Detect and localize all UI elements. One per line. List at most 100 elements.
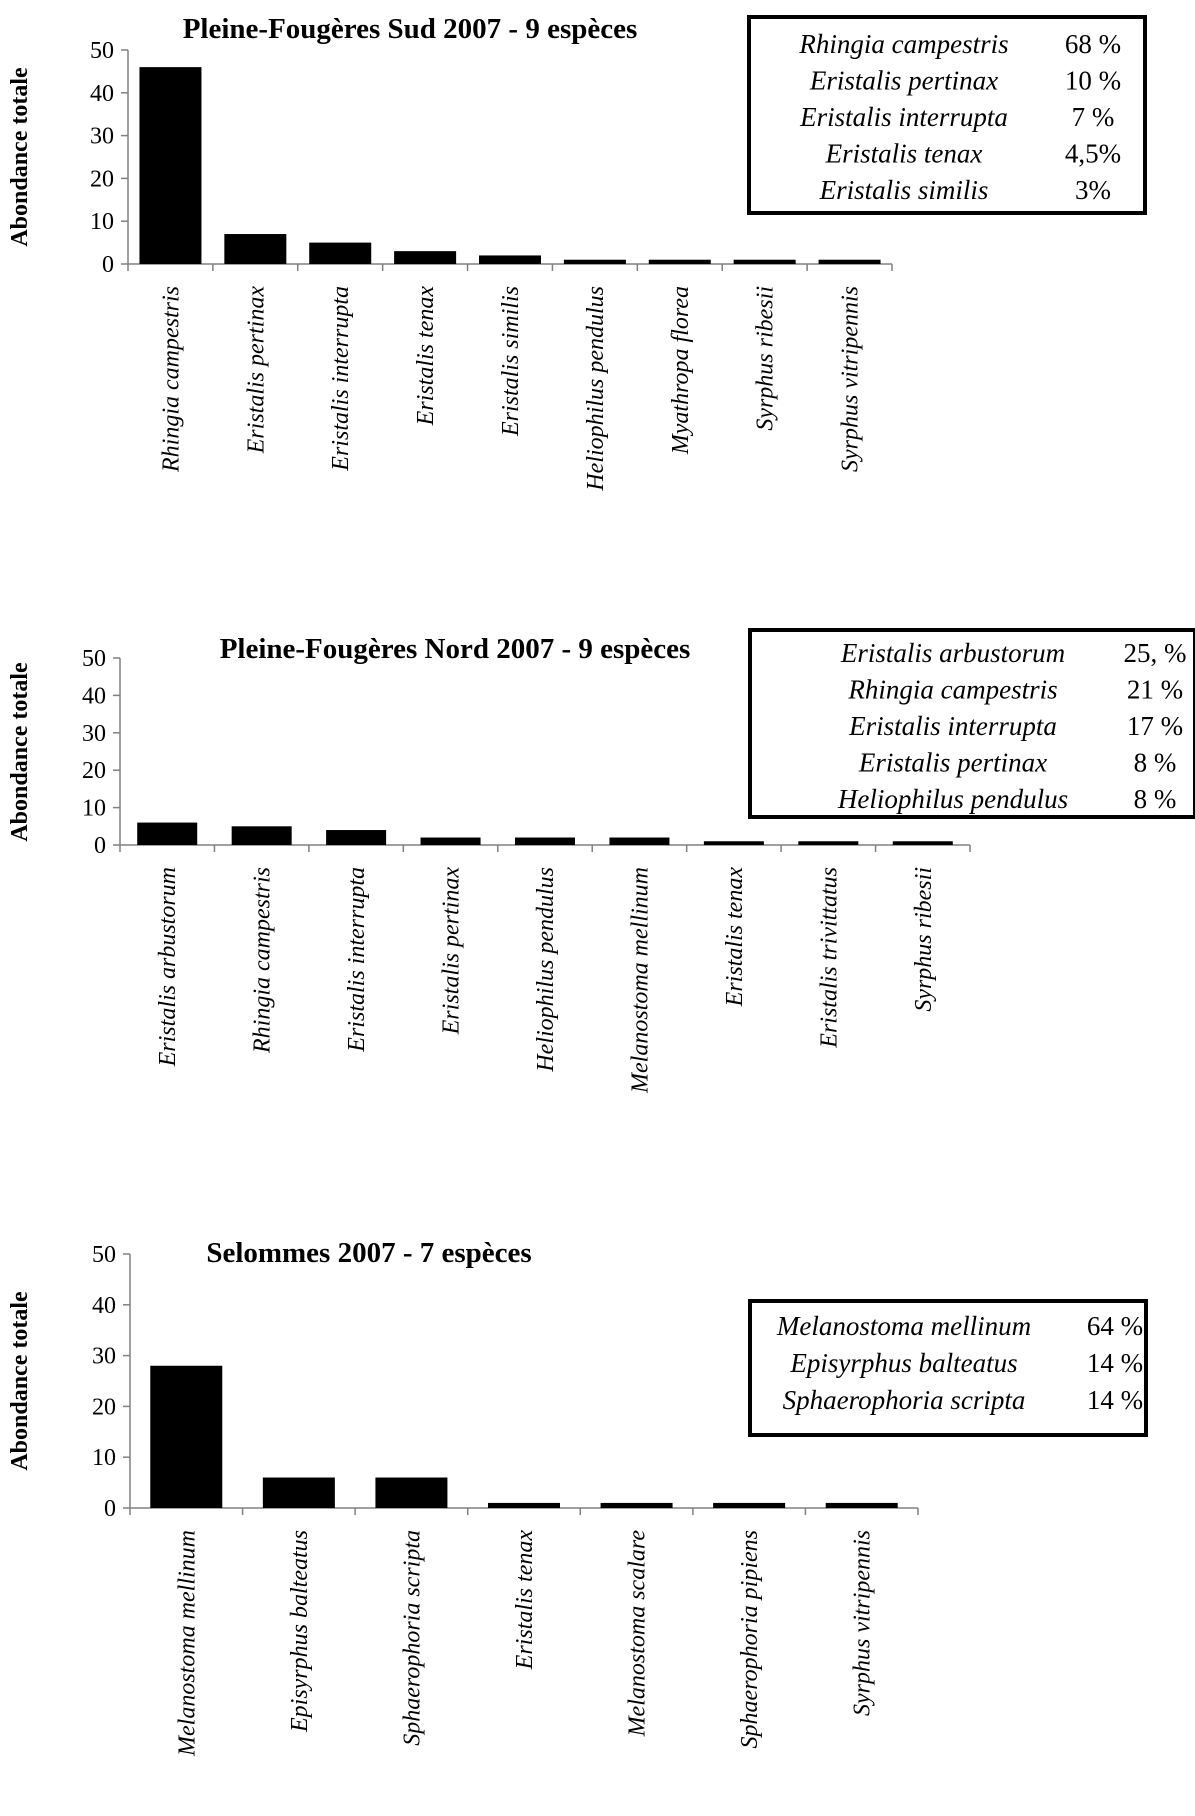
y-tick-label: 20	[82, 758, 106, 784]
legend-percent: 21 %	[1127, 675, 1183, 705]
legend-percent: 8 %	[1134, 784, 1177, 814]
chart-title: Selommes 2007 - 7 espèces	[206, 1237, 531, 1269]
bar	[224, 234, 287, 264]
x-category-label: Sphaerophoria scripta	[399, 1530, 425, 1746]
x-category-label: Melanostoma scalare	[625, 1530, 651, 1738]
legend-percent: 14 %	[1087, 1348, 1143, 1378]
y-axis-label: Abondance totale	[7, 1291, 33, 1471]
x-category-label: Melanostoma mellinum	[174, 1530, 200, 1757]
legend-species: Rhingia campestris	[798, 29, 1008, 59]
x-category-label: Myathropa florea	[668, 286, 694, 455]
bar	[420, 837, 481, 845]
bar	[309, 242, 372, 264]
bar	[488, 1502, 560, 1508]
legend-percent: 4,5%	[1065, 139, 1121, 169]
bar	[479, 255, 541, 264]
x-category-label: Eristalis pertinax	[439, 867, 465, 1036]
bar	[137, 822, 198, 845]
legend-species: Eristalis similis	[819, 175, 989, 205]
y-tick-label: 0	[104, 1496, 116, 1522]
x-category-label: Syrphus ribesii	[753, 286, 779, 431]
legend-species: Eristalis arbustorum	[840, 638, 1065, 668]
legend-border	[747, 15, 1147, 215]
y-axis-label: Abondance totale	[7, 662, 33, 842]
y-tick-label: 0	[94, 833, 106, 859]
legend-box: Melanostoma mellinum 64 % Episyrphus balte…	[748, 1299, 1148, 1437]
legend-species: Heliophilus pendulus	[837, 784, 1068, 814]
y-tick-label: 20	[90, 166, 114, 192]
x-category-label: Eristalis pertinax	[243, 286, 269, 455]
bar	[375, 1477, 448, 1508]
bar	[648, 259, 711, 264]
chart-title: Pleine-Fougères Nord 2007 - 9 espèces	[220, 633, 691, 665]
bar	[892, 841, 953, 845]
bar	[703, 841, 764, 845]
legend-box: Rhingia campestris 68 % Eristalis pertinax…	[747, 15, 1147, 215]
y-tick-label: 50	[82, 646, 106, 672]
x-category-label: Heliophilus pendulus	[533, 867, 559, 1073]
legend-percent: 17 %	[1127, 711, 1183, 741]
x-category-label: Rhingia campestris	[158, 286, 184, 473]
legend-species: Episyrphus balteatus	[789, 1348, 1017, 1378]
legend-border	[748, 1299, 1148, 1437]
x-category-label: Eristalis interrupta	[328, 286, 354, 472]
legend-percent: 68 %	[1065, 29, 1121, 59]
legend-species: Sphaerophoria scripta	[783, 1385, 1026, 1415]
legend-species: Melanostoma mellinum	[776, 1311, 1031, 1341]
y-tick-label: 40	[90, 81, 114, 107]
y-tick-label: 40	[92, 1293, 116, 1319]
chart-1: Pleine-Fougères Sud 2007 - 9 espèces Abon…	[7, 13, 1147, 492]
legend-species: Eristalis interrupta	[799, 102, 1008, 132]
bar	[798, 841, 859, 845]
x-category-label: Eristalis trivittatus	[816, 867, 842, 1049]
x-category-label: Syrphus vitripennis	[850, 1530, 876, 1716]
y-tick-label: 50	[90, 38, 114, 64]
x-category-label: Episyrphus balteatus	[287, 1530, 313, 1733]
x-category-label: Melanostoma mellinum	[627, 867, 653, 1094]
x-category-label: Eristalis interrupta	[344, 867, 370, 1053]
x-category-label: Eristalis tenax	[512, 1530, 538, 1671]
bar	[150, 1365, 223, 1508]
x-category-label: Eristalis similis	[498, 286, 524, 437]
legend-percent: 10 %	[1065, 66, 1121, 96]
x-category-label: Rhingia campestris	[250, 867, 276, 1054]
bar	[600, 1502, 673, 1508]
bar	[326, 830, 387, 845]
y-tick-label: 50	[92, 1242, 116, 1268]
y-tick-label: 10	[92, 1445, 116, 1471]
x-category-label: Heliophilus pendulus	[583, 286, 609, 492]
y-tick-label: 30	[82, 721, 106, 747]
bar	[231, 826, 292, 845]
x-category-label: Eristalis tenax	[413, 286, 439, 427]
bar	[394, 251, 457, 264]
x-category-label: Eristalis tenax	[722, 867, 748, 1008]
bar	[262, 1477, 335, 1508]
legend-percent: 14 %	[1087, 1385, 1143, 1415]
legend-border	[748, 628, 1195, 819]
bar	[713, 1502, 786, 1508]
legend-percent: 8 %	[1134, 748, 1177, 778]
legend-percent: 7 %	[1072, 102, 1115, 132]
legend-species: Eristalis tenax	[825, 139, 983, 169]
legend-percent: 64 %	[1087, 1311, 1143, 1341]
legend-species: Eristalis pertinax	[809, 66, 998, 96]
y-tick-label: 10	[90, 209, 114, 235]
chart-2: Pleine-Fougères Nord 2007 - 9 espèces Abo…	[7, 628, 1195, 1094]
legend-percent: 25, %	[1124, 638, 1187, 668]
x-category-label: Syrphus vitripennis	[838, 286, 864, 472]
legend-species: Rhingia campestris	[847, 675, 1057, 705]
bar	[733, 259, 796, 264]
bar	[515, 837, 575, 845]
x-category-label: Sphaerophoria pipiens	[737, 1530, 763, 1748]
chart-3: Selommes 2007 - 7 espèces Abondance total…	[7, 1237, 1148, 1757]
legend-species: Eristalis pertinax	[858, 748, 1047, 778]
y-tick-label: 20	[92, 1394, 116, 1420]
bar	[825, 1502, 898, 1508]
bar	[609, 837, 670, 845]
y-tick-label: 0	[102, 252, 114, 278]
bar	[139, 67, 202, 265]
y-tick-label: 30	[90, 124, 114, 150]
y-tick-label: 40	[82, 683, 106, 709]
bar	[818, 259, 881, 264]
x-category-label: Eristalis arbustorum	[155, 867, 181, 1067]
